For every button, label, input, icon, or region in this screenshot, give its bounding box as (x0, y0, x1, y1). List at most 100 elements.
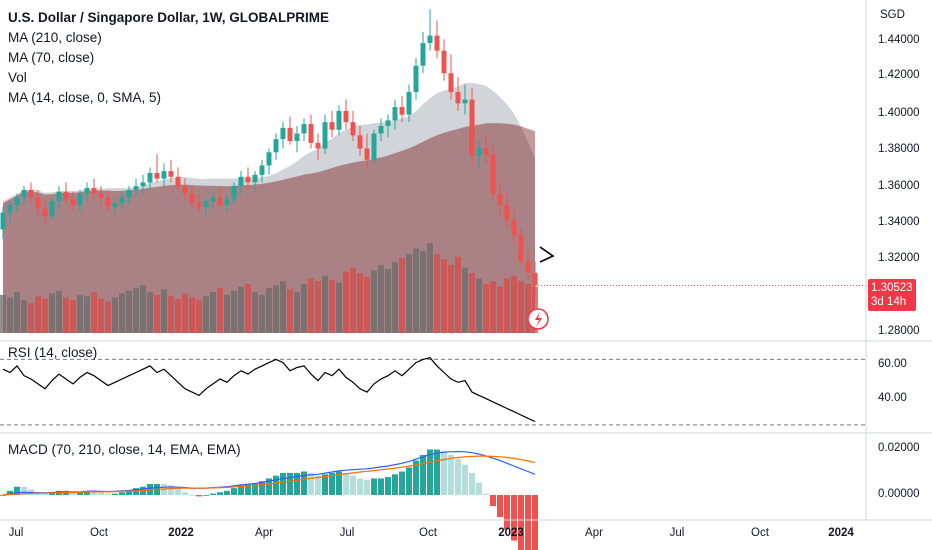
rsi-legend[interactable]: RSI (14, close) (8, 345, 98, 360)
macd-histogram-bar (413, 460, 419, 495)
volume-bar (518, 281, 524, 333)
candle-body (399, 107, 405, 115)
macd-histogram-bar (308, 472, 314, 495)
volume-bar (427, 243, 433, 333)
candle-body (336, 110, 342, 130)
volume-bar (343, 271, 349, 333)
volume-bar (112, 297, 118, 333)
volume-bar (490, 281, 496, 333)
candle-body (91, 188, 97, 194)
macd-histogram-bar (91, 490, 97, 495)
legend-volume-ma[interactable]: MA (14, close, 0, SMA, 5) (8, 90, 162, 105)
macd-legend[interactable]: MACD (70, 210, close, 14, EMA, EMA) (8, 442, 241, 457)
macd-histogram-bar (385, 477, 391, 495)
macd-histogram-bar (315, 475, 321, 495)
legend-ma-70[interactable]: MA (70, close) (8, 50, 95, 65)
volume-bar (105, 301, 111, 333)
candle-body (21, 189, 27, 198)
legend-volume[interactable]: Vol (8, 70, 27, 85)
macd-histogram-bar (112, 493, 118, 495)
volume-bar (245, 283, 251, 333)
time-label: Jul (8, 527, 24, 539)
volume-bar (385, 268, 391, 333)
macd-histogram-bar (322, 474, 328, 495)
legend-ma-210[interactable]: MA (210, close) (8, 30, 102, 45)
macd-histogram-bar (371, 478, 377, 495)
volume-bar (49, 293, 55, 333)
volume-bar (70, 300, 76, 333)
time-label: Oct (419, 527, 437, 539)
main-legend: U.S. Dollar / Singapore Dollar, 1W, GLOB… (8, 8, 329, 108)
rsi-tick: 60.00 (878, 358, 907, 370)
price-tick: 1.40000 (878, 107, 920, 119)
time-label: Oct (751, 527, 769, 539)
candle-body (238, 176, 244, 187)
macd-histogram-bar (14, 486, 20, 495)
candle-body (196, 203, 202, 207)
volume-bar (196, 300, 202, 333)
candle-body (189, 193, 195, 204)
volume-bar (497, 286, 503, 333)
candle-body (294, 133, 300, 141)
candle-body (7, 205, 13, 213)
macd-histogram-bar (168, 485, 174, 495)
candle-body (490, 154, 496, 194)
macd-line (2, 450, 536, 496)
last-price-badge[interactable]: 1.30523 3d 14h (868, 279, 916, 311)
candle-body (378, 125, 384, 134)
volume-bar (413, 248, 419, 333)
candle-body (14, 197, 20, 205)
macd-histogram-bar (441, 450, 447, 495)
candle-body (126, 189, 132, 198)
candle-body (385, 120, 391, 126)
macd-histogram-bar (119, 492, 125, 495)
candle-body (56, 191, 62, 202)
volume-bar (210, 292, 216, 333)
macd-histogram-bar (21, 486, 27, 495)
volume-bar (56, 290, 62, 333)
candle-body (105, 197, 111, 207)
macd-histogram-bar (266, 478, 272, 495)
volume-bar (476, 278, 482, 333)
macd-histogram-bar (203, 495, 209, 496)
candle-body (98, 193, 104, 198)
macd-histogram-bar (427, 449, 433, 495)
volume-bar (280, 281, 286, 333)
macd-histogram-bar (476, 482, 482, 495)
volume-bar (21, 300, 27, 333)
symbol-title[interactable]: U.S. Dollar / Singapore Dollar, 1W, GLOB… (8, 10, 330, 25)
macd-histogram-bar (182, 492, 188, 495)
macd-histogram-bar (329, 472, 335, 495)
time-label: 2024 (828, 527, 854, 539)
macd-histogram-bar (273, 475, 279, 495)
macd-histogram-bar (357, 478, 363, 495)
candle-body (455, 92, 461, 104)
volume-bar (455, 256, 461, 333)
candle-body (252, 174, 258, 183)
candle-body (413, 65, 419, 93)
macd-histogram-bar (7, 490, 13, 495)
macd-histogram-bar (483, 493, 489, 495)
candle-body (308, 124, 314, 143)
candle-body (133, 186, 139, 190)
candle-body (84, 188, 90, 194)
volume-bar (378, 264, 384, 333)
macd-histogram-bar (105, 493, 111, 495)
volume-bar (273, 285, 279, 333)
volume-bar (511, 275, 517, 333)
macd-histogram-bar (392, 474, 398, 495)
volume-bar (336, 282, 342, 333)
candle-body (406, 92, 412, 115)
volume-bar (0, 294, 6, 333)
candle-body (315, 142, 321, 149)
candle-body (70, 199, 76, 205)
candle-body (343, 110, 349, 123)
currency-label: SGD (880, 9, 905, 21)
volume-bar (406, 253, 412, 333)
macd-histogram-bar (280, 472, 286, 495)
volume-bar (217, 288, 223, 333)
candle-body (175, 176, 181, 187)
volume-bar (14, 292, 20, 333)
